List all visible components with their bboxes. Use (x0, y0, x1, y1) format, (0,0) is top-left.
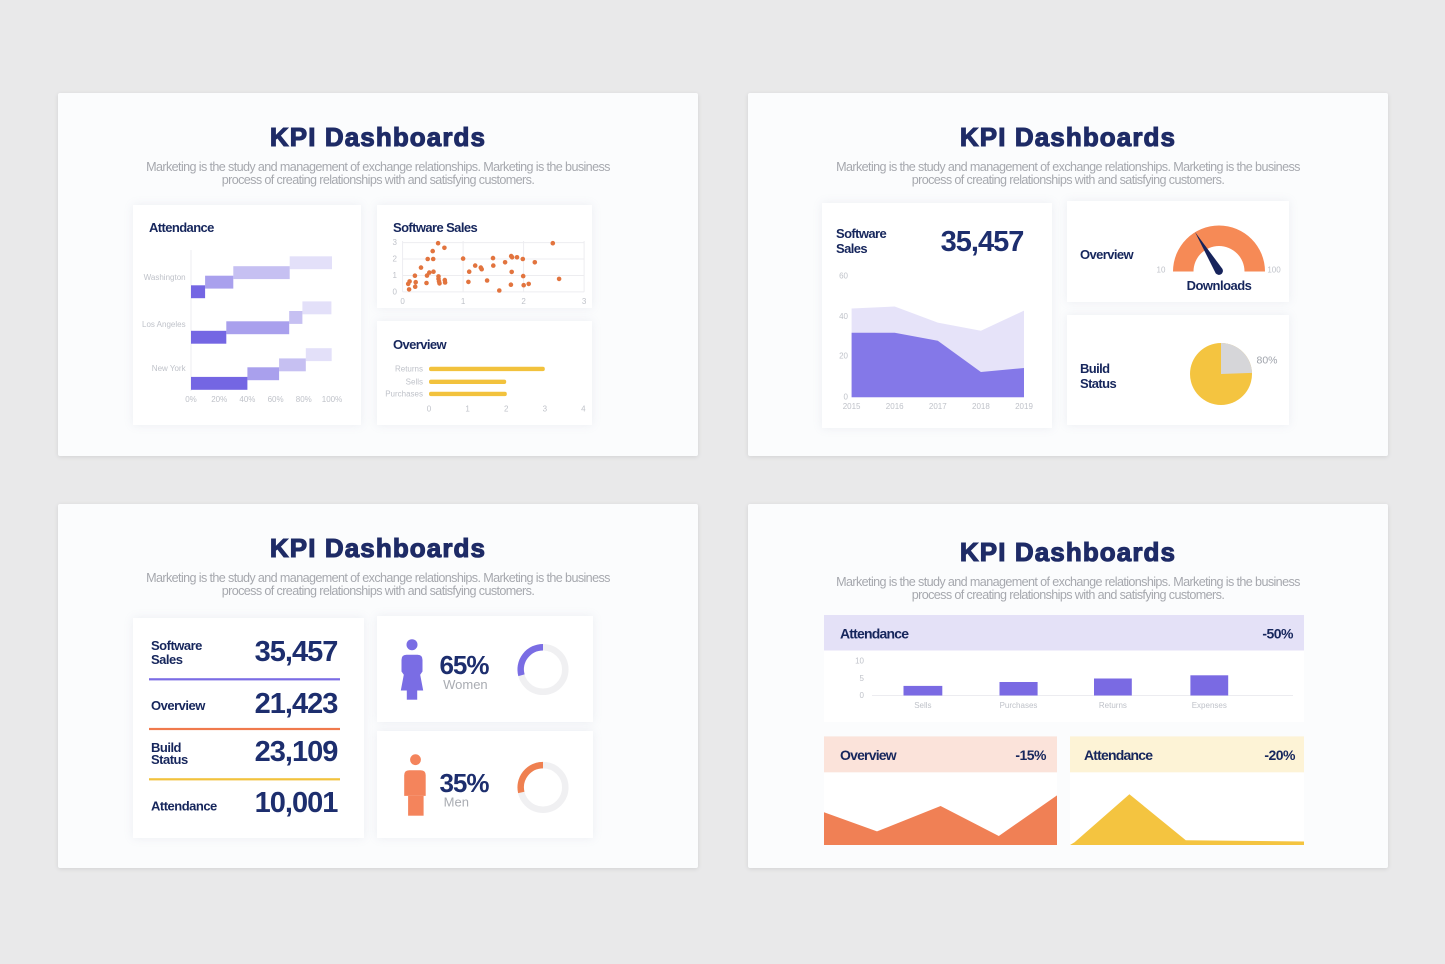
svg-text:35,457: 35,457 (255, 636, 338, 668)
svg-text:3: 3 (582, 297, 587, 306)
svg-text:40: 40 (839, 312, 848, 321)
svg-text:Software: Software (151, 638, 202, 653)
svg-text:10,001: 10,001 (255, 787, 339, 819)
svg-text:2017: 2017 (929, 402, 947, 411)
svg-text:5: 5 (860, 674, 865, 683)
svg-text:20: 20 (839, 352, 848, 361)
svg-text:20%: 20% (211, 395, 227, 404)
svg-text:Status: Status (151, 752, 188, 767)
svg-text:0%: 0% (185, 395, 197, 404)
svg-text:10: 10 (1157, 266, 1166, 275)
svg-text:Returns: Returns (395, 364, 423, 373)
svg-text:Women: Women (443, 677, 488, 692)
svg-text:2015: 2015 (843, 402, 861, 411)
svg-text:4: 4 (581, 405, 586, 414)
svg-text:Overview: Overview (840, 747, 897, 763)
svg-text:100: 100 (1267, 266, 1281, 275)
svg-text:0: 0 (400, 297, 405, 306)
svg-text:Men: Men (444, 795, 469, 810)
svg-text:Sells: Sells (914, 701, 931, 710)
svg-text:1: 1 (465, 405, 470, 414)
svg-text:80%: 80% (1256, 355, 1277, 367)
svg-text:40%: 40% (239, 395, 255, 404)
svg-text:80%: 80% (296, 395, 312, 404)
svg-text:60%: 60% (268, 395, 284, 404)
svg-text:Build: Build (151, 740, 182, 755)
svg-text:-20%: -20% (1264, 747, 1296, 763)
svg-text:2: 2 (521, 297, 526, 306)
svg-text:Attendance: Attendance (840, 625, 909, 641)
svg-text:Sales: Sales (151, 652, 183, 667)
svg-text:Expenses: Expenses (1192, 701, 1227, 710)
svg-text:2019: 2019 (1015, 402, 1033, 411)
svg-text:-15%: -15% (1015, 747, 1047, 763)
svg-text:10: 10 (855, 656, 864, 665)
svg-text:65%: 65% (439, 650, 489, 680)
svg-text:New York: New York (152, 364, 187, 373)
svg-text:Overview: Overview (151, 698, 206, 713)
svg-text:2018: 2018 (972, 402, 990, 411)
svg-text:1: 1 (461, 297, 466, 306)
svg-text:21,423: 21,423 (255, 688, 339, 720)
svg-text:100%: 100% (322, 395, 342, 404)
svg-text:Sells: Sells (406, 377, 423, 386)
svg-text:60: 60 (839, 272, 848, 281)
svg-text:3: 3 (543, 405, 548, 414)
svg-text:-50%: -50% (1262, 625, 1294, 641)
svg-text:2: 2 (393, 255, 398, 264)
svg-text:3: 3 (393, 238, 398, 247)
svg-text:Attendance: Attendance (151, 798, 217, 813)
svg-text:35%: 35% (439, 768, 489, 798)
svg-text:2016: 2016 (886, 402, 904, 411)
svg-text:Returns: Returns (1099, 701, 1127, 710)
svg-text:0: 0 (844, 393, 849, 402)
svg-text:Purchases: Purchases (1000, 701, 1038, 710)
svg-text:Attendance: Attendance (1084, 747, 1153, 763)
svg-text:0: 0 (427, 405, 432, 414)
svg-text:23,109: 23,109 (255, 736, 339, 768)
svg-text:Los Angeles: Los Angeles (142, 320, 186, 329)
svg-text:Downloads: Downloads (1187, 278, 1252, 293)
svg-text:Washington: Washington (144, 273, 186, 282)
svg-text:0: 0 (860, 691, 865, 700)
svg-text:0: 0 (393, 287, 398, 296)
svg-text:1: 1 (393, 271, 398, 280)
svg-text:2: 2 (504, 405, 509, 414)
svg-text:Purchases: Purchases (385, 389, 423, 398)
